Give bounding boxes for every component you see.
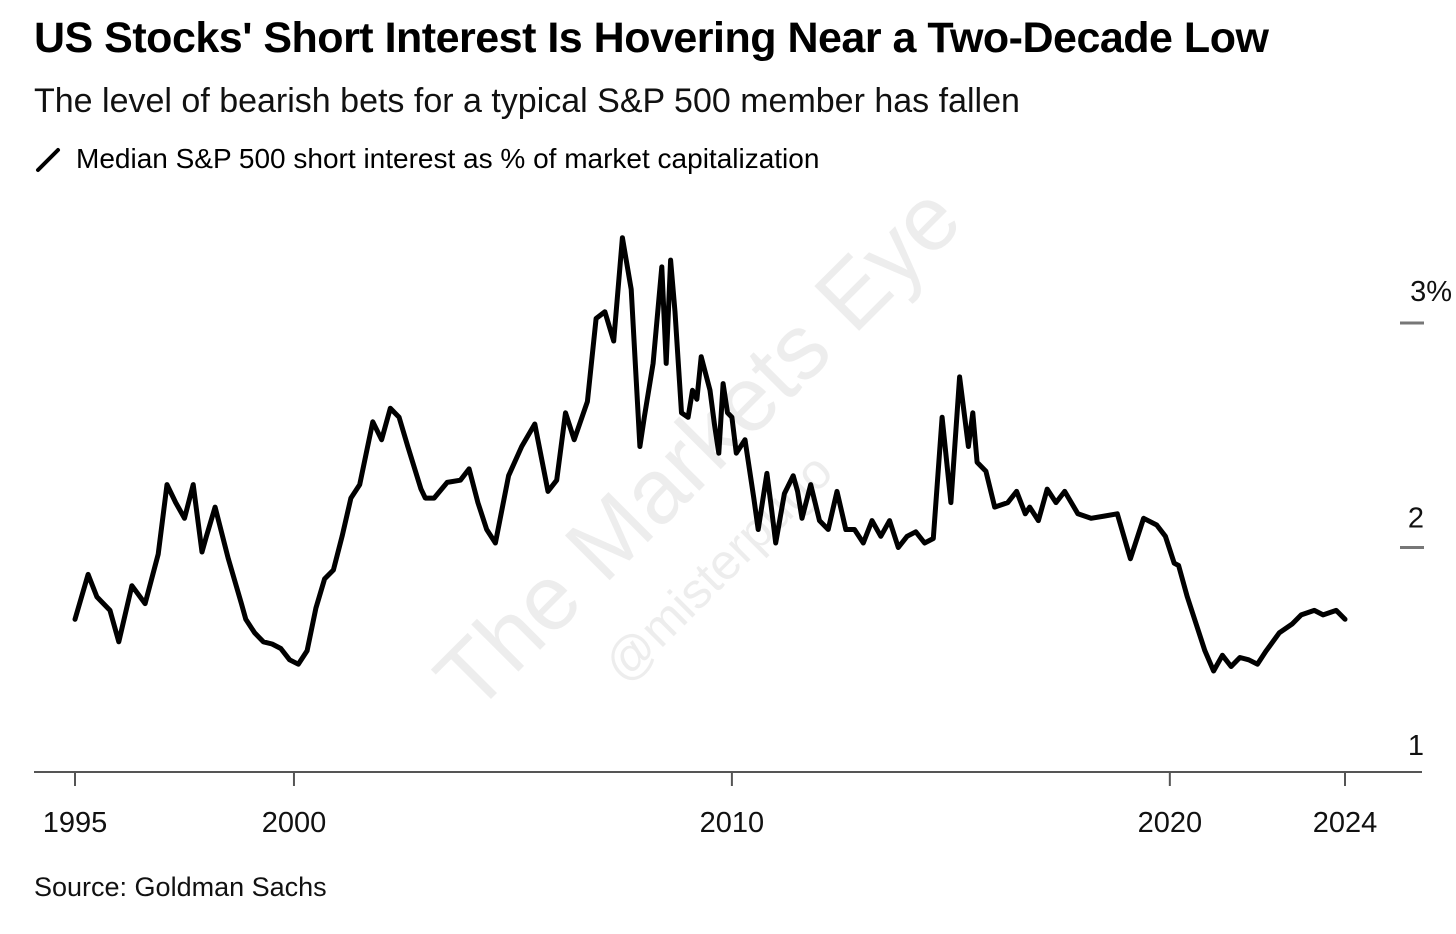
watermark: The Markets Eye@misterpugo — [416, 166, 980, 730]
series-layer — [72, 235, 1348, 674]
legend: Median S&P 500 short interest as % of ma… — [34, 143, 819, 175]
chart-title: US Stocks' Short Interest Is Hovering Ne… — [34, 14, 1269, 62]
y-tick-label: 3% — [1410, 276, 1452, 308]
y-axis: 1 2 3% — [1400, 276, 1452, 762]
x-tick-label: 2024 — [1313, 807, 1378, 839]
x-tick-label: 2010 — [700, 807, 765, 839]
x-tick-label: 2020 — [1138, 807, 1203, 839]
y-tick-label: 2 — [1408, 503, 1424, 535]
x-tick-label: 1995 — [43, 807, 108, 839]
chart-subtitle: The level of bearish bets for a typical … — [34, 82, 1020, 120]
legend-label: Median S&P 500 short interest as % of ma… — [76, 143, 820, 174]
x-tick-label: 2000 — [262, 807, 327, 839]
legend-line-icon — [36, 148, 60, 172]
watermark-text: The Markets Eye — [416, 166, 980, 730]
series-line — [72, 235, 1348, 674]
y-tick-label: 1 — [1408, 730, 1424, 762]
x-axis: 1995 2000 2010 2020 2024 — [34, 771, 1422, 839]
source-note: Source: Goldman Sachs — [34, 872, 327, 902]
